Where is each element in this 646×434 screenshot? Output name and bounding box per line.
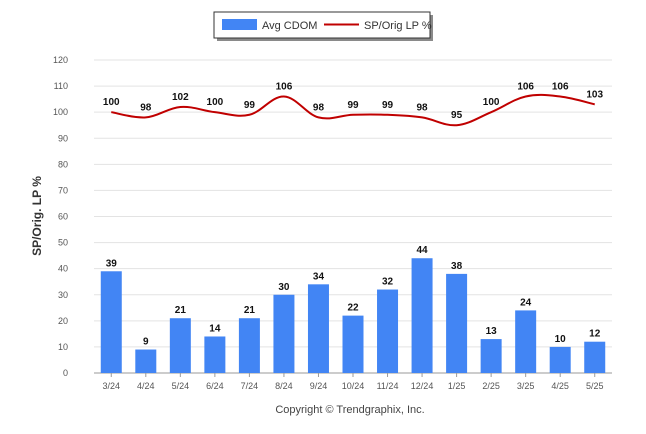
- line-value-label: 99: [244, 100, 256, 111]
- x-tick-label: 4/25: [551, 381, 569, 391]
- bar-value-label: 39: [106, 258, 118, 269]
- y-tick-label: 40: [58, 264, 68, 274]
- line-value-label: 100: [103, 97, 120, 108]
- bar-value-label: 9: [143, 337, 149, 348]
- x-tick-label: 3/24: [103, 381, 121, 391]
- line-series: [111, 93, 595, 127]
- bar: [100, 271, 122, 373]
- line-value-label: 98: [417, 102, 429, 113]
- bar: [480, 339, 502, 373]
- copyright-text: Copyright © Trendgraphix, Inc.: [275, 404, 424, 416]
- y-tick-label: 120: [53, 55, 68, 65]
- y-tick-label: 90: [58, 133, 68, 143]
- y-tick-label: 60: [58, 212, 68, 222]
- bar: [549, 346, 571, 373]
- y-tick-label: 20: [58, 316, 68, 326]
- y-tick-label: 100: [53, 107, 68, 117]
- x-tick-label: 12/24: [411, 381, 434, 391]
- y-tick-label: 80: [58, 159, 68, 169]
- bar: [307, 284, 329, 373]
- x-tick-label: 6/24: [206, 381, 224, 391]
- bar: [515, 310, 537, 373]
- bar-value-label: 32: [382, 277, 394, 288]
- bar: [377, 289, 399, 373]
- line-value-label: 106: [517, 82, 534, 93]
- bar-value-label: 12: [589, 329, 601, 340]
- line-value-label: 106: [276, 82, 293, 93]
- x-tick-label: 9/24: [310, 381, 328, 391]
- bar: [446, 273, 468, 373]
- bar-value-label: 13: [486, 326, 498, 337]
- line-value-label: 100: [483, 97, 500, 108]
- bar-value-label: 30: [278, 282, 290, 293]
- bar-value-label: 34: [313, 271, 325, 282]
- y-tick-label: 30: [58, 290, 68, 300]
- x-tick-label: 4/24: [137, 381, 155, 391]
- bar-value-label: 10: [555, 334, 567, 345]
- bar-value-label: 22: [347, 303, 359, 314]
- line-value-label: 100: [207, 97, 224, 108]
- bar: [584, 341, 606, 373]
- bar-value-label: 21: [244, 305, 256, 316]
- line-value-label: 99: [382, 100, 394, 111]
- legend-swatch-bar: [222, 19, 257, 30]
- line-value-label: 103: [586, 89, 603, 100]
- y-axis-ticks: 0 10 20 30 40 50 60 70 80 90 100 110 120: [53, 55, 68, 378]
- y-tick-label: 50: [58, 238, 68, 248]
- legend-label-bar: Avg CDOM: [262, 20, 317, 32]
- x-tick-label: 5/24: [172, 381, 190, 391]
- bar-value-label: 44: [417, 245, 429, 256]
- line-value-label: 99: [347, 100, 359, 111]
- line-path: [111, 93, 595, 127]
- y-tick-label: 110: [54, 81, 68, 91]
- x-tick-label: 8/24: [275, 381, 293, 391]
- bar-series: [100, 258, 606, 373]
- y-axis-title: SP/Orig. LP %: [30, 176, 44, 256]
- line-value-label: 106: [552, 82, 569, 93]
- x-tick-label: 7/24: [241, 381, 259, 391]
- bar: [169, 318, 191, 373]
- bar-value-label: 24: [520, 297, 532, 308]
- bar: [238, 318, 260, 373]
- x-tick-label: 5/25: [586, 381, 604, 391]
- bar-value-label: 21: [175, 305, 187, 316]
- line-value-label: 98: [140, 102, 152, 113]
- bar: [135, 349, 157, 373]
- x-tick-label: 1/25: [448, 381, 466, 391]
- line-value-label: 95: [451, 110, 463, 121]
- bar: [273, 294, 295, 373]
- legend-label-line: SP/Orig LP %: [364, 20, 432, 32]
- bar-value-label: 14: [209, 323, 221, 334]
- y-tick-label: 70: [58, 185, 68, 195]
- x-tick-label: 10/24: [342, 381, 365, 391]
- x-tick-label: 3/25: [517, 381, 535, 391]
- line-value-label: 102: [172, 92, 189, 103]
- bar-value-label: 38: [451, 261, 463, 272]
- bar: [342, 315, 364, 373]
- y-tick-label: 10: [58, 342, 68, 352]
- y-tick-label: 0: [63, 368, 68, 378]
- legend: Avg CDOM SP/Orig LP %: [213, 11, 433, 41]
- bar: [204, 336, 226, 373]
- x-axis-ticks: 3/24 4/24 5/24 6/24 7/24 8/24 9/24 10/24 11/24 12…: [103, 373, 604, 391]
- bar: [411, 258, 433, 373]
- data-labels: 39 9 21 14 21 30 34 22 32 44 38 13 24 10 12 100 98 102 100…: [103, 82, 604, 348]
- line-value-label: 98: [313, 102, 325, 113]
- x-tick-label: 2/25: [482, 381, 500, 391]
- x-tick-label: 11/24: [377, 381, 399, 391]
